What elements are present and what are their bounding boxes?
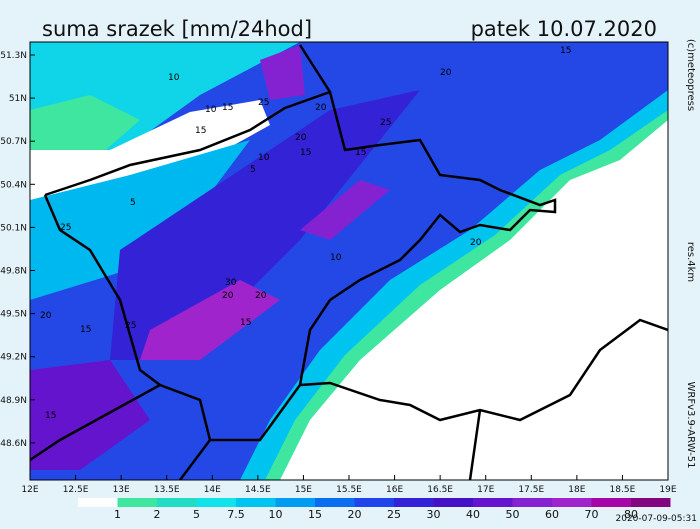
contour-label: 5: [130, 198, 136, 208]
lat-label: 50.7N: [0, 137, 27, 147]
legend-swatch: [196, 498, 236, 507]
lat-label: 50.1N: [0, 223, 27, 233]
field-white-se: [280, 120, 668, 480]
lat-label: 51.3N: [0, 51, 27, 61]
legend-label: 5: [193, 508, 200, 521]
legend-label: 10: [269, 508, 283, 521]
field-white-nw: [30, 100, 270, 200]
lat-label: 50.4N: [0, 180, 27, 190]
contour-label: 15: [80, 325, 91, 335]
contour-label: 30: [225, 278, 237, 288]
lon-label: 17.5E: [518, 485, 544, 495]
contour-label: 20: [315, 103, 327, 113]
contour-label: 20: [440, 68, 452, 78]
contour-label: 10: [258, 153, 270, 163]
lat-label: 48.6N: [0, 439, 27, 449]
contour-label: 15: [45, 411, 56, 421]
contour-label: 25: [125, 321, 136, 331]
legend-swatch: [354, 498, 394, 507]
border-lines: [30, 44, 668, 480]
contour-label: 20: [222, 291, 234, 301]
lat-label: 49.5N: [0, 310, 27, 320]
field-band: [110, 90, 420, 360]
lat-label: 49.2N: [0, 353, 27, 363]
contour-label: 20: [295, 133, 307, 143]
legend-swatch: [552, 498, 592, 507]
lon-label: 14.5E: [245, 485, 271, 495]
lon-label: 16E: [386, 485, 403, 495]
lon-label: 13.5E: [154, 485, 180, 495]
lon-label: 19E: [659, 485, 676, 495]
legend-label: 50: [506, 508, 520, 521]
legend-swatch: [236, 498, 276, 507]
legend-label: 25: [387, 508, 401, 521]
legend-label: 15: [308, 508, 322, 521]
resolution: res.4km: [685, 242, 696, 282]
legend-swatch: [473, 498, 513, 507]
contour-label: 25: [258, 98, 269, 108]
legend-swatch: [591, 498, 631, 507]
contour-label: 10: [168, 73, 180, 83]
legend-swatch: [394, 498, 434, 507]
model-name: WRFv3.9-ARW-51: [685, 382, 696, 469]
lat-label: 48.9N: [0, 396, 27, 406]
legend-label: 7.5: [227, 508, 245, 521]
lat-label: 49.8N: [0, 267, 27, 277]
map-date: patek 10.07.2020: [471, 17, 657, 41]
legend-swatch: [78, 498, 118, 507]
contour-label: 15: [222, 103, 233, 113]
contour-label: 15: [195, 126, 206, 136]
legend-label: 1: [114, 508, 121, 521]
legend-swatch: [117, 498, 157, 507]
legend-label: 70: [585, 508, 599, 521]
lon-label: 18.5E: [610, 485, 636, 495]
contour-label: 25: [60, 223, 71, 233]
contour-label: 15: [560, 46, 571, 56]
legend-label: 30: [427, 508, 441, 521]
contour-label: 20: [40, 311, 52, 321]
field-max: [300, 180, 390, 240]
lon-label: 14E: [204, 485, 221, 495]
lon-label: 13E: [113, 485, 130, 495]
contour-label: 5: [250, 165, 256, 175]
lon-label: 17E: [477, 485, 494, 495]
lat-label: 51N: [9, 94, 27, 104]
contour-label: 15: [240, 318, 251, 328]
legend-label: 2: [154, 508, 161, 521]
contour-label: 20: [470, 238, 482, 248]
contour-label: 15: [355, 148, 366, 158]
timestamp: 2020-07-09-05:31: [616, 514, 698, 524]
legend-label: 60: [545, 508, 559, 521]
lon-label: 16.5E: [427, 485, 453, 495]
field-max: [30, 360, 150, 470]
field-max: [140, 280, 280, 360]
contour-label: 25: [380, 118, 391, 128]
lon-label: 15.5E: [336, 485, 362, 495]
copyright: (c)meteopress: [685, 39, 696, 111]
legend-swatch: [433, 498, 473, 507]
lon-label: 12E: [21, 485, 38, 495]
contour-label: 20: [255, 291, 267, 301]
lon-label: 15E: [295, 485, 312, 495]
legend-swatch: [512, 498, 552, 507]
legend-swatch: [157, 498, 197, 507]
contour-label: 10: [330, 253, 342, 263]
contour-label: 10: [205, 105, 217, 115]
contour-label: 15: [300, 148, 311, 158]
legend-swatch: [631, 498, 671, 507]
legend-swatch: [315, 498, 355, 507]
lon-label: 12.5E: [63, 485, 89, 495]
precip-field: [30, 42, 668, 480]
map-title: suma srazek [mm/24hod]: [42, 17, 312, 41]
legend-label: 20: [348, 508, 362, 521]
legend-label: 40: [466, 508, 480, 521]
lon-label: 18E: [568, 485, 585, 495]
legend-swatch: [275, 498, 315, 507]
legend-label: 80: [624, 508, 638, 521]
field-light-blue: [30, 140, 250, 300]
field-max: [260, 45, 305, 100]
